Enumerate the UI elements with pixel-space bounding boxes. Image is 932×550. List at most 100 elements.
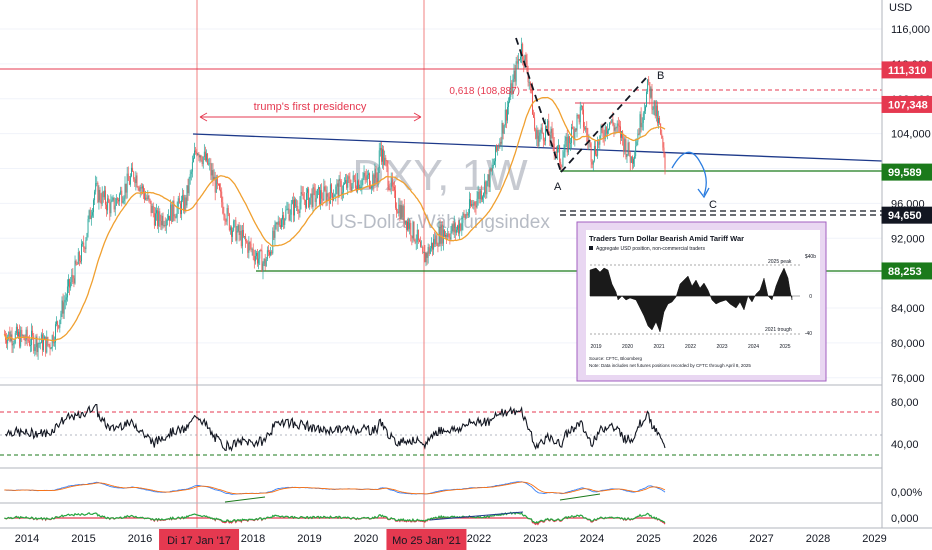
- candle-body: [641, 122, 643, 128]
- price-tick: 116,000: [891, 24, 930, 36]
- candle-body: [116, 198, 118, 200]
- year-label: 2022: [467, 533, 491, 545]
- candle-body: [370, 187, 372, 189]
- candle-body: [432, 242, 433, 250]
- candle-body: [590, 143, 592, 162]
- candle-body: [326, 193, 328, 203]
- candle-body: [285, 209, 287, 220]
- candle-body: [618, 125, 620, 127]
- candle-body: [292, 199, 294, 216]
- candle-body: [126, 173, 128, 193]
- candle-body: [26, 329, 28, 340]
- candle-body: [14, 333, 16, 343]
- candle-body: [526, 59, 528, 72]
- candle-body: [463, 213, 465, 215]
- candle-body: [68, 279, 69, 287]
- candle-body: [484, 181, 486, 194]
- candle-body: [562, 157, 564, 167]
- candle-body: [139, 187, 141, 192]
- candle-body: [639, 114, 641, 135]
- candle-body: [347, 176, 349, 188]
- candle-body: [386, 161, 388, 167]
- candle-body: [621, 131, 623, 138]
- candle-body: [209, 163, 211, 165]
- candle-body: [497, 147, 499, 151]
- candle-body: [191, 162, 193, 172]
- wave-b-line: [560, 77, 647, 173]
- candle-body: [165, 220, 167, 227]
- candle-body: [256, 252, 257, 257]
- candle-body: [583, 109, 584, 128]
- candle-body: [430, 242, 432, 249]
- candle-body: [74, 260, 76, 284]
- candle-body: [196, 151, 198, 155]
- candle-body: [589, 141, 591, 144]
- candle-body: [375, 168, 377, 178]
- candle-body: [536, 130, 538, 139]
- candle-body: [282, 215, 284, 220]
- candle-body: [369, 173, 370, 188]
- candle-body: [422, 246, 424, 253]
- candle-body: [407, 221, 408, 230]
- candle-body: [309, 197, 311, 208]
- time-marker-label: Mo 25 Jan '21: [392, 535, 461, 547]
- candle-body: [540, 127, 542, 133]
- candle-body: [228, 213, 230, 231]
- candle-body: [475, 205, 477, 208]
- inset-peak-label: 2025 peak: [768, 259, 792, 265]
- candle-body: [449, 237, 451, 240]
- candle-body: [197, 154, 199, 155]
- candle-body: [423, 252, 425, 254]
- candle-body: [73, 278, 75, 284]
- candle-body: [337, 183, 339, 198]
- trendline: [192, 133, 883, 162]
- candle-body: [156, 210, 157, 214]
- candle-body: [190, 171, 192, 175]
- candle-body: [43, 339, 44, 351]
- candle-body: [171, 204, 173, 222]
- candle-body: [267, 250, 269, 252]
- price-tag: 107,348: [881, 95, 932, 113]
- candle-body: [98, 189, 100, 203]
- candle-body: [374, 168, 376, 186]
- candle-body: [96, 182, 98, 184]
- candle-body: [36, 336, 38, 353]
- candle-body: [124, 183, 126, 198]
- candle-body: [427, 247, 429, 258]
- candle-body: [425, 253, 427, 263]
- candle-body: [438, 227, 440, 247]
- candle-body: [111, 199, 113, 202]
- candle-body: [276, 222, 278, 225]
- macd-signal-line: [4, 481, 666, 495]
- candle-body: [278, 221, 280, 226]
- candle-body: [169, 215, 171, 221]
- candle-body: [48, 344, 50, 346]
- candle-body: [448, 233, 450, 238]
- candle-body: [245, 236, 247, 242]
- candle-body: [547, 120, 549, 129]
- candle-body: [660, 123, 662, 134]
- candle-body: [640, 114, 642, 128]
- candle-body: [39, 343, 41, 344]
- candle-body: [538, 135, 540, 147]
- rsi-tick-40: 40,00: [891, 439, 919, 451]
- candle-body: [563, 151, 565, 158]
- candle-body: [172, 200, 174, 222]
- candle-body: [604, 126, 606, 139]
- candle-body: [270, 251, 272, 256]
- fib-label: 0,618 (108,887): [449, 86, 520, 97]
- time-axis[interactable]: 2014201520162017201820192020202120222023…: [15, 533, 887, 545]
- candle-body: [609, 122, 611, 129]
- candle-body: [261, 250, 263, 272]
- candle-body: [274, 224, 276, 238]
- candle-body: [349, 178, 351, 187]
- candle-body: [34, 347, 36, 351]
- candle-body: [424, 252, 426, 263]
- price-tag-label: 99,589: [888, 167, 922, 179]
- candle-body: [210, 163, 212, 176]
- inset-legend-swatch: [589, 246, 593, 250]
- candle-body: [584, 127, 586, 130]
- candle-body: [12, 344, 14, 346]
- candle-body: [324, 186, 326, 190]
